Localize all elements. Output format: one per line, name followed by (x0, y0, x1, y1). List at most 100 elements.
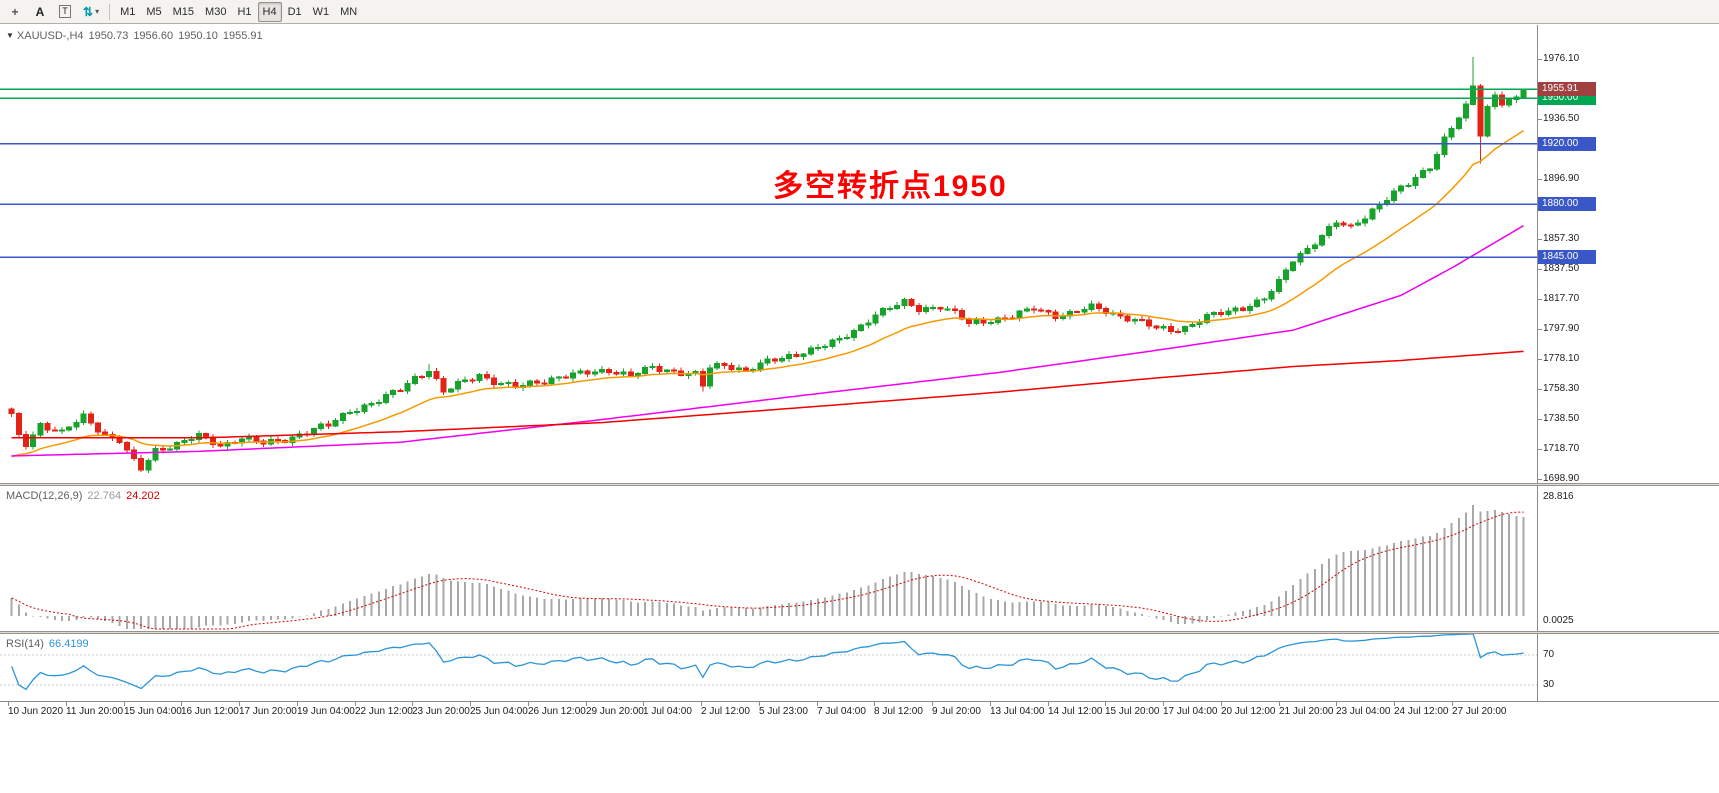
rsi-panel: RSI(14) 66.4199 70 30 (0, 634, 1719, 701)
time-axis[interactable]: 10 Jun 2020 11 Jun 20:00 15 Jun 04:00 16 Ju… (0, 701, 1719, 719)
drawing-tools-group: + A T ⇅ ▾ (3, 2, 104, 22)
rsi-level-70-label: 70 (1543, 649, 1555, 660)
price-scale-tick (1537, 119, 1542, 120)
timeframe-button-h1[interactable]: H1 (237, 5, 252, 18)
ohlc-header: ▼ XAUUSD-,H4 1950.73 1956.60 1950.10 1955.91 (6, 30, 268, 42)
timeframe-button-w1[interactable]: W1 (312, 5, 330, 18)
time-scale-label: 15 Jul 20:00 (1105, 706, 1160, 717)
time-scale-tick (528, 702, 529, 706)
timeframe-button-mn[interactable]: MN (340, 5, 358, 18)
price-scale-border[interactable] (1537, 25, 1538, 483)
timeframe-button-h4[interactable]: H4 (257, 1, 282, 22)
ohlc-open: 1950.73 (88, 30, 129, 42)
text-label-icon: T (59, 5, 71, 18)
price-panel: ▼ XAUUSD-,H4 1950.73 1956.60 1950.10 1955.91 … (0, 25, 1719, 484)
time-scale-tick (817, 702, 818, 706)
ohlc-close: 1955.91 (222, 30, 263, 42)
time-scale-tick (1336, 702, 1337, 706)
price-scale-tick (1537, 59, 1542, 60)
chart-symbol-title: XAUUSD-,H4 (16, 30, 84, 42)
time-scale-label: 16 Jun 12:00 (181, 706, 239, 717)
price-scale-label: 1896.90 (1543, 173, 1580, 184)
time-scale-tick (1105, 702, 1106, 706)
time-scale-label: 2 Jul 12:00 (701, 706, 750, 717)
time-scale-tick (759, 702, 760, 706)
time-scale-tick (1048, 702, 1049, 706)
time-scale-label: 29 Jun 20:00 (586, 706, 644, 717)
price-scale-tick (1537, 419, 1542, 420)
macd-panel: MACD(12,26,9) 22.764 24.202 28.816 0.0025 (0, 486, 1719, 631)
toolbar: + A T ⇅ ▾ M1 M5 M15 M30 H1 H4 D1 W1 MN (0, 0, 1719, 24)
time-scale-label: 27 Jul 20:00 (1452, 706, 1507, 717)
time-scale-tick (8, 702, 9, 706)
symbol-collapse-icon[interactable]: ▼ (6, 31, 14, 40)
macd-label: MACD(12,26,9) 22.764 24.202 (6, 490, 165, 502)
rsi-canvas[interactable] (0, 634, 1537, 701)
text-icon: A (35, 4, 45, 19)
time-scale-label: 15 Jun 04:00 (124, 706, 182, 717)
ohlc-high: 1956.60 (133, 30, 174, 42)
tool-button-text[interactable]: A (28, 2, 52, 22)
arrow-objects-icon: ⇅ (83, 4, 94, 19)
panel-splitter[interactable] (0, 631, 1719, 634)
price-scale-label: 1976.10 (1543, 53, 1580, 64)
time-scale-label: 13 Jul 04:00 (990, 706, 1045, 717)
time-scale-tick (1279, 702, 1280, 706)
time-scale-label: 20 Jul 12:00 (1221, 706, 1276, 717)
panel-splitter[interactable] (0, 483, 1719, 486)
macd-value-signal: 24.202 (126, 490, 160, 502)
time-scale-tick (586, 702, 587, 706)
tool-button-arrow-objects[interactable]: ⇅ ▾ (78, 2, 104, 22)
timeframe-button-m1[interactable]: M1 (120, 5, 136, 18)
price-level-tag: 1880.00 (1538, 197, 1596, 211)
macd-scale-border (1537, 486, 1538, 631)
time-scale-tick (239, 702, 240, 706)
timeframe-button-d1[interactable]: D1 (287, 5, 302, 18)
price-scale-label: 1817.70 (1543, 293, 1580, 304)
tool-button-text-label[interactable]: T (53, 2, 77, 22)
time-scale-label: 5 Jul 23:00 (759, 706, 808, 717)
timeframe-button-m15[interactable]: M15 (172, 5, 195, 18)
time-scale-tick (1452, 702, 1453, 706)
timeframe-button-m5[interactable]: M5 (146, 5, 162, 18)
time-scale-tick (470, 702, 471, 706)
price-scale-label: 1758.30 (1543, 383, 1580, 394)
time-scale-tick (1221, 702, 1222, 706)
price-scale-tick (1537, 359, 1542, 360)
price-scale-label: 1738.50 (1543, 413, 1580, 424)
time-scale-label: 11 Jun 20:00 (66, 706, 124, 717)
macd-scale-min-label: 0.0025 (1543, 615, 1574, 626)
time-scale-tick (355, 702, 356, 706)
toolbar-separator (109, 3, 111, 20)
timeframe-button-m30[interactable]: M30 (205, 5, 227, 18)
price-scale-label: 1837.50 (1543, 263, 1580, 274)
time-scale-label: 17 Jun 20:00 (239, 706, 297, 717)
time-scale-label: 7 Jul 04:00 (817, 706, 866, 717)
price-scale-tick (1537, 389, 1542, 390)
macd-canvas[interactable] (0, 486, 1537, 631)
rsi-level-30-label: 30 (1543, 679, 1555, 690)
annotation-text[interactable]: 多空转折点1950 (773, 170, 1008, 203)
price-scale-label: 1778.10 (1543, 353, 1580, 364)
price-level-tag: 1920.00 (1538, 137, 1596, 151)
price-chart-canvas[interactable] (0, 25, 1537, 483)
price-scale-label: 1698.90 (1543, 473, 1580, 484)
time-scale-label: 19 Jun 04:00 (297, 706, 355, 717)
time-scale-tick (412, 702, 413, 706)
time-scale-tick (297, 702, 298, 706)
dropdown-caret-icon: ▾ (95, 7, 100, 16)
tool-button-crosshair[interactable]: + (3, 2, 27, 22)
time-scale-tick (932, 702, 933, 706)
rsi-scale-border (1537, 634, 1538, 701)
rsi-name: RSI(14) (6, 638, 44, 650)
bid-price-tag: 1955.91 (1538, 82, 1596, 96)
macd-value-main: 22.764 (87, 490, 122, 502)
ohlc-low: 1950.10 (178, 30, 218, 42)
time-scale-tick (124, 702, 125, 706)
price-scale-label: 1797.90 (1543, 323, 1580, 334)
time-scale-tick (1163, 702, 1164, 706)
time-scale-label: 23 Jun 20:00 (412, 706, 470, 717)
price-scale-tick (1537, 269, 1542, 270)
time-scale-label: 22 Jun 12:00 (355, 706, 413, 717)
